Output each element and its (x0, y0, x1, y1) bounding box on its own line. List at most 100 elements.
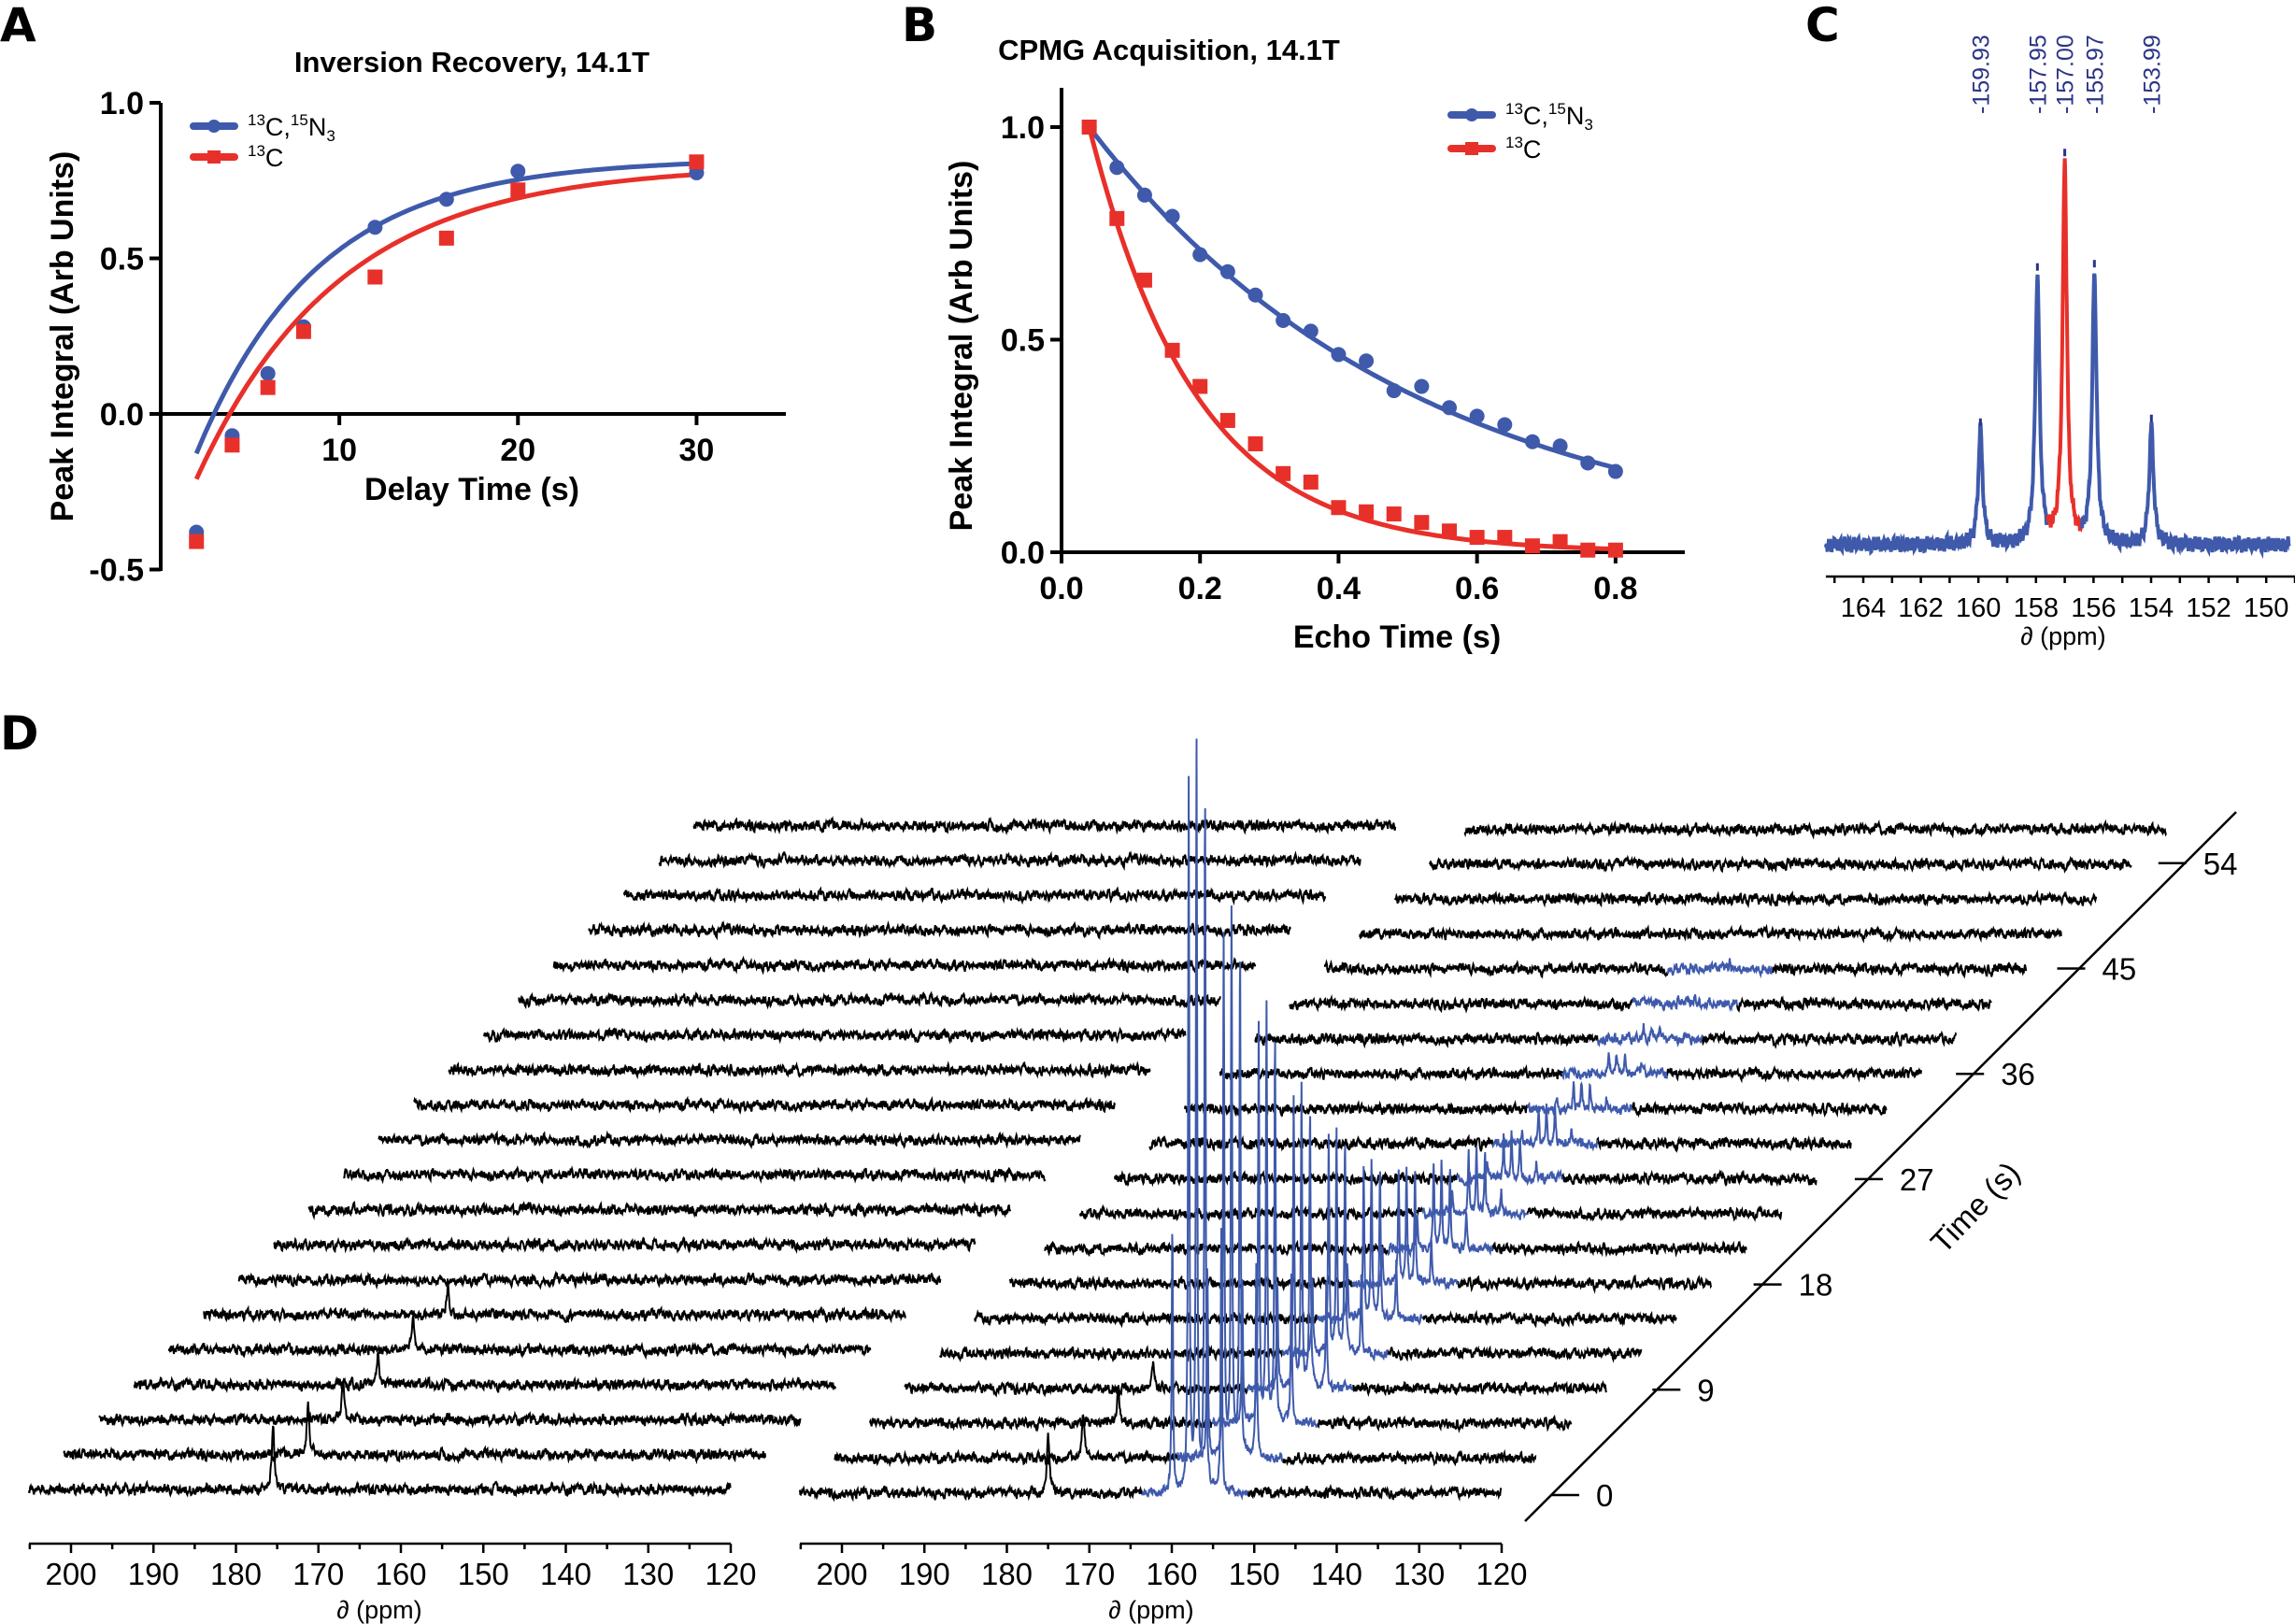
legend-label: 13C,15N3 (248, 111, 335, 145)
data-point (1414, 378, 1430, 394)
spectrum-row-15s (1421, 1309, 1677, 1329)
spectrum-row-30s (378, 1130, 1081, 1149)
data-point (1469, 408, 1485, 424)
time-tick-label: 45 (2103, 952, 2137, 987)
panel-letter-b: B (902, 0, 937, 52)
peak-label: -157.95 (2025, 35, 2051, 114)
time-tick-label: 36 (2001, 1057, 2035, 1091)
data-point (1331, 347, 1347, 363)
left-spectra-stack (28, 816, 1397, 1499)
x-tick-label: 170 (1063, 1557, 1115, 1591)
data-point (1580, 455, 1596, 471)
spectrum-row-42s (1736, 995, 1992, 1013)
spectrum-row-45s (552, 955, 1257, 976)
spectrum-row-33s (1631, 1100, 1888, 1118)
data-point (1580, 542, 1596, 558)
data-point (1109, 160, 1125, 176)
data-point (1552, 534, 1568, 549)
data-point (1442, 400, 1458, 416)
data-point (189, 534, 205, 549)
spectrum-row-48s (1359, 923, 2062, 944)
multiplet-trace-33s (1526, 1081, 1633, 1117)
multiplet-trace-6s (1211, 1000, 1319, 1428)
data-point (1192, 378, 1208, 394)
multiplet-trace-42s (1632, 994, 1738, 1013)
axes: -0.5 0.0 0.5 1.0 10 20 30 (89, 86, 786, 589)
panel-d-stacked-spectra: D 200 190 180 170 160 150 140 130 120 200 190 180 17… (0, 706, 2238, 1624)
peak-label: -153.99 (2139, 35, 2165, 114)
spectrum-row-42s (518, 990, 1221, 1010)
spectrum-row-30s (1148, 1133, 1494, 1153)
multiplet-trace-0s (1141, 738, 1248, 1501)
data-point (1442, 523, 1458, 539)
time-tick-label: 27 (1900, 1162, 1934, 1197)
spectrum-row-48s (588, 919, 1291, 941)
spectrum-row-57s (692, 816, 1397, 836)
chart-title: Inversion Recovery, 14.1T (294, 46, 649, 78)
data-point (260, 365, 276, 381)
time-axis-label: Time (s) (1924, 1155, 2027, 1260)
x-tick-label: 152 (2186, 593, 2231, 623)
x-tick-label: 0.6 (1455, 571, 1499, 606)
x-axis-label-right: ∂ (ppm) (1108, 1596, 1193, 1624)
spectrum-row-54s (658, 850, 1361, 872)
data-point (367, 220, 383, 235)
fit-curve-13C (193, 172, 697, 480)
x-tick-label: 120 (1475, 1557, 1527, 1591)
data-point (1109, 210, 1125, 226)
x-tick-label: 130 (622, 1557, 674, 1591)
x-axis-label: Delay Time (s) (364, 472, 579, 507)
y-tick-label: 0.5 (1001, 323, 1045, 359)
x-tick-label: 120 (705, 1557, 756, 1591)
panel-b-cpmg-chart: B CPMG Acquisition, 14.1T Echo Time (s) … (902, 0, 1685, 655)
x-tick-label: 150 (2244, 593, 2288, 623)
legend-marker (207, 120, 221, 133)
data-point (1247, 287, 1263, 303)
data-point (1469, 530, 1485, 546)
legend-marker (1465, 108, 1478, 121)
spectrum-row-12s (938, 1344, 1284, 1363)
x-tick-label: 162 (1898, 593, 1943, 623)
legend-label: 13C (1505, 134, 1541, 164)
spectrum-row-9s (1351, 1380, 1607, 1398)
peak-label: -157.00 (2053, 35, 2079, 114)
data-point (1607, 463, 1623, 479)
spectrum-row-33s (1183, 1100, 1529, 1118)
x-tick-label: 190 (899, 1557, 950, 1591)
x-tick-label: 20 (500, 433, 535, 468)
data-point (438, 230, 454, 246)
spectrum-row-39s (1701, 1030, 1958, 1049)
x-tick-label: 200 (45, 1557, 96, 1591)
spectrum-row-3s (63, 1401, 766, 1465)
y-tick-label: 0.0 (100, 397, 144, 433)
data-point (1247, 435, 1263, 451)
x-tick-label: 0.2 (1178, 571, 1222, 606)
data-point (1219, 412, 1235, 428)
spectrum-row-0s (799, 1432, 1144, 1503)
spectrum-row-54s (1429, 854, 2132, 875)
spectrum-row-21s (1490, 1240, 1747, 1258)
spectrum-row-27s (1114, 1169, 1459, 1188)
data-point (510, 182, 526, 198)
y-tick-label: 0.5 (100, 242, 144, 278)
data-points (1081, 120, 1623, 558)
spectrum-row-0s (28, 1425, 732, 1499)
spectrum-row-39s (482, 1026, 1187, 1045)
fit-curves (193, 161, 697, 480)
fit-curves (1087, 125, 1617, 552)
spectrum-row-9s (133, 1351, 836, 1394)
spectrum-row-42s (1289, 993, 1633, 1014)
multiplet-trace-3s (1176, 905, 1284, 1463)
y-tick-label: -0.5 (89, 553, 144, 589)
x-tick-label: 140 (540, 1557, 592, 1591)
data-point (1276, 313, 1291, 329)
data-point (1386, 383, 1402, 399)
x-tick-label: 30 (679, 433, 715, 468)
spectrum-row-24s (307, 1201, 1012, 1221)
x-tick-label: 190 (128, 1557, 179, 1591)
panel-a-inversion-recovery-chart: A Inversion Recovery, 14.1T Delay Time (… (0, 0, 786, 589)
data-point (1303, 323, 1319, 339)
spectrum-trace-highlight (2046, 158, 2085, 533)
data-point (295, 323, 311, 339)
